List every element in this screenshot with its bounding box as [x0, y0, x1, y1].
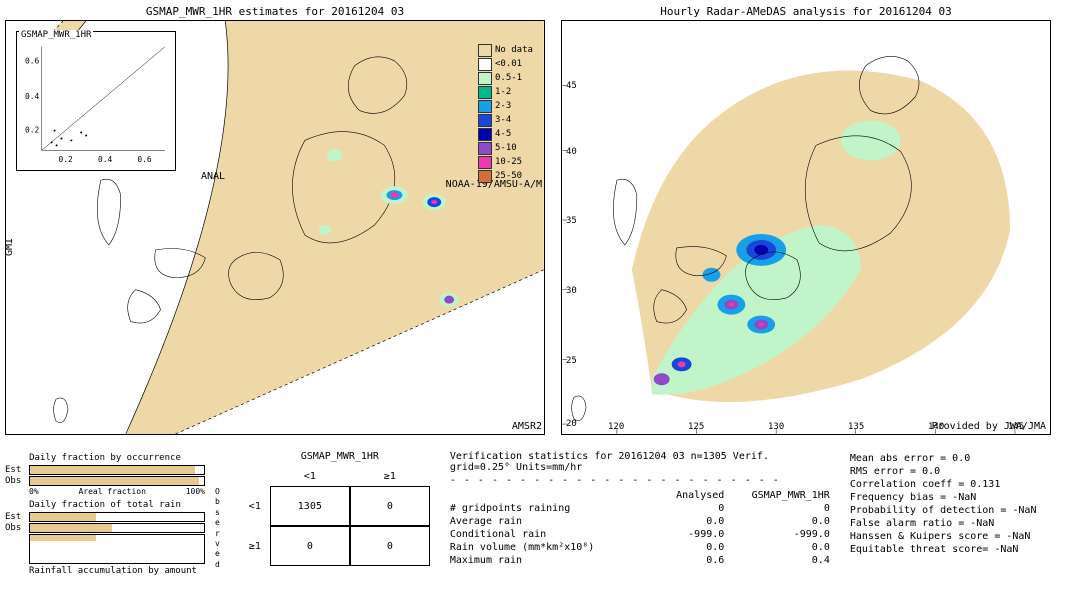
svg-text:0.2: 0.2 — [59, 155, 73, 164]
legend-item: 1-2 — [478, 85, 548, 99]
svg-text:0.6: 0.6 — [25, 57, 39, 66]
right-map-panel: Hourly Radar-AMeDAS analysis for 2016120… — [561, 5, 1051, 445]
verification-stats: Verification statistics for 20161204 03 … — [450, 451, 1075, 606]
metric-line: Frequency bias = -NaN — [850, 492, 1037, 503]
color-legend: No data<0.010.5-11-22-33-44-55-1010-2525… — [478, 43, 548, 183]
observed-label: Observed — [215, 451, 220, 606]
legend-item: 25-50 — [478, 169, 548, 183]
legend-item: No data — [478, 43, 548, 57]
legend-item: 2-3 — [478, 99, 548, 113]
svg-text:0.4: 0.4 — [25, 92, 39, 101]
metric-line: RMS error = 0.0 — [850, 466, 1037, 477]
sat2-label: AMSR2 — [512, 421, 542, 432]
fraction-bar: Obs — [5, 476, 205, 486]
svg-text:0.2: 0.2 — [25, 126, 39, 135]
rainfall-accum-box — [29, 534, 205, 564]
bottom-stats-row: Daily fraction by occurrence EstObs 0%Ar… — [5, 451, 1075, 606]
legend-item: 10-25 — [478, 155, 548, 169]
map-row: GSMAP_MWR_1HR estimates for 20161204 03 — [5, 5, 1075, 445]
fraction-bar: Est — [5, 512, 205, 522]
provided-label: Provided by JWA/JMA — [932, 421, 1046, 432]
legend-item: 4-5 — [478, 127, 548, 141]
verif-row: Average rain0.00.0 — [450, 516, 830, 527]
metric-line: Correlation coeff = 0.131 — [850, 479, 1037, 490]
left-map-panel: GSMAP_MWR_1HR estimates for 20161204 03 — [5, 5, 545, 445]
left-map-title: GSMAP_MWR_1HR estimates for 20161204 03 — [5, 5, 545, 18]
contingency-table: GSMAP_MWR_1HR <1 ≥1 <1 1305 0 ≥1 0 0 — [240, 451, 440, 606]
verif-row: Rain volume (mm*km²x10⁸)0.00.0 — [450, 542, 830, 553]
metric-line: Probability of detection = -NaN — [850, 505, 1037, 516]
verif-row: Maximum rain0.60.4 — [450, 555, 830, 566]
metric-line: False alarm ratio = -NaN — [850, 518, 1037, 529]
right-map-svg — [562, 21, 1050, 434]
verif-row: # gridpoints raining00 — [450, 503, 830, 514]
metrics-list: Mean abs error = 0.0 RMS error = 0.0 Corre… — [850, 451, 1037, 606]
legend-item: 3-4 — [478, 113, 548, 127]
verif-row: Conditional rain-999.0-999.0 — [450, 529, 830, 540]
fraction-bars: Daily fraction by occurrence EstObs 0%Ar… — [5, 451, 205, 606]
svg-text:0.4: 0.4 — [98, 155, 112, 164]
metric-line: Equitable threat score= -NaN — [850, 544, 1037, 555]
metric-line: Mean abs error = 0.0 — [850, 453, 1037, 464]
right-map-title: Hourly Radar-AMeDAS analysis for 2016120… — [561, 5, 1051, 18]
right-map-frame: 45 40 35 30 25 20 120 125 130 135 140 14… — [561, 20, 1051, 435]
gmi-label: GMI — [5, 238, 15, 256]
inset-scatter: GSMAP_MWR_1HR 0.6 0.4 0.2 0.2 0.4 — [16, 31, 176, 171]
svg-text:0.6: 0.6 — [137, 155, 151, 164]
legend-item: <0.01 — [478, 57, 548, 71]
anal-label: ANAL — [201, 171, 225, 182]
legend-item: 5-10 — [478, 141, 548, 155]
left-map-frame: GSMAP_MWR_1HR 0.6 0.4 0.2 0.2 0.4 — [5, 20, 545, 435]
legend-item: 0.5-1 — [478, 71, 548, 85]
fraction-bar: Est — [5, 465, 205, 475]
fraction-bar: Obs — [5, 523, 205, 533]
metric-line: Hanssen & Kuipers score = -NaN — [850, 531, 1037, 542]
verif-header: Verification statistics for 20161204 03 … — [450, 451, 830, 473]
